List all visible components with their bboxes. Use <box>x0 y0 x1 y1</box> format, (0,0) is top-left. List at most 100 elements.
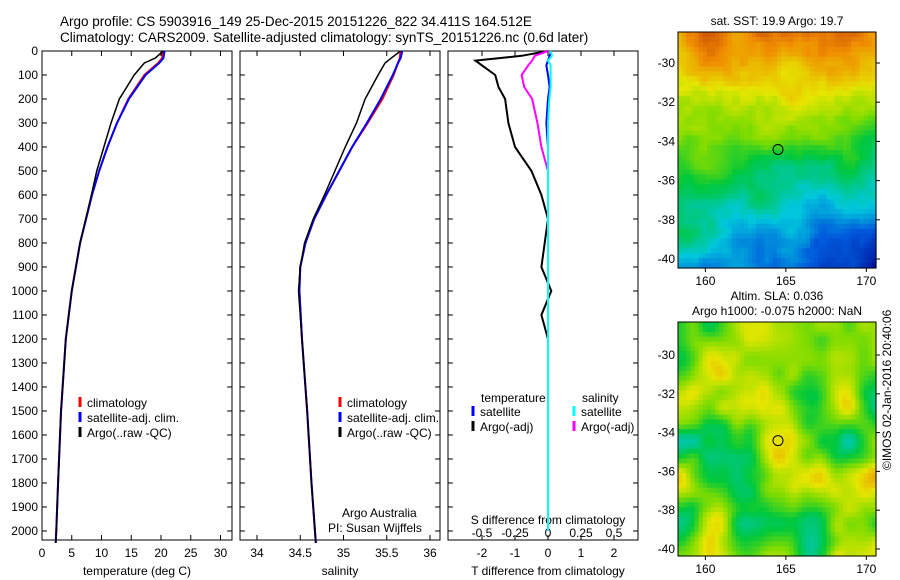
map-cell <box>727 91 733 97</box>
map-cell <box>678 370 683 377</box>
map-cell <box>768 356 774 362</box>
map-cell <box>686 336 691 343</box>
map-cell <box>735 159 741 166</box>
map-cell <box>768 429 774 435</box>
map-cell <box>744 507 749 513</box>
map-cell <box>801 120 807 127</box>
map-cell <box>772 541 778 547</box>
map-cell <box>838 228 844 235</box>
map-cell <box>735 130 741 136</box>
map-cell <box>764 199 770 205</box>
map-cell <box>781 365 786 372</box>
map-cell <box>727 105 733 112</box>
map-cell <box>748 248 753 254</box>
map-cell <box>871 551 877 557</box>
map-cell <box>789 199 795 205</box>
map-cell <box>847 551 852 557</box>
map-cell <box>810 263 815 269</box>
map-cell <box>847 204 852 210</box>
map-cell <box>711 331 716 338</box>
map-cell <box>797 184 803 190</box>
map-cell <box>863 404 869 411</box>
map-cell <box>682 541 687 547</box>
map-cell <box>764 228 770 235</box>
map-cell <box>768 390 774 396</box>
map-cell <box>768 194 774 200</box>
map-cell <box>706 375 712 382</box>
map-cell <box>830 468 836 474</box>
map-cell <box>863 164 869 171</box>
map-cell <box>731 36 737 43</box>
map-cell <box>735 356 741 362</box>
map-cell <box>735 424 741 430</box>
map-cell <box>768 439 774 445</box>
map-cell <box>682 322 687 328</box>
map-cell <box>739 36 745 43</box>
map-cell <box>682 179 687 186</box>
map-y-tick-label: -32 <box>658 95 676 109</box>
map-cell <box>768 502 774 508</box>
map-cell <box>756 105 762 112</box>
map-cell <box>702 81 708 87</box>
map-cell <box>855 458 861 464</box>
map-cell <box>752 100 757 107</box>
map-cell <box>702 243 708 249</box>
map-cell <box>764 179 770 186</box>
map-cell <box>805 429 811 435</box>
map-cell <box>702 526 708 533</box>
map-cell <box>838 51 844 58</box>
map-cell <box>735 194 741 200</box>
map-cell <box>826 154 832 161</box>
map-cell <box>822 86 828 92</box>
map-cell <box>772 356 778 362</box>
map-cell <box>682 385 687 391</box>
map-cell <box>727 145 733 151</box>
map-cell <box>711 453 716 460</box>
map-cell <box>830 502 836 508</box>
map-cell <box>818 32 823 38</box>
map-cell <box>826 351 832 357</box>
map-cell <box>694 370 700 377</box>
map-cell <box>706 184 712 190</box>
map-cell <box>731 105 737 112</box>
map-cell <box>814 429 819 435</box>
map-cell <box>826 390 832 396</box>
map-cell <box>847 76 852 82</box>
map-cell <box>748 507 753 513</box>
map-cell <box>760 174 766 181</box>
map-cell <box>760 204 766 210</box>
map-cell <box>789 56 795 63</box>
map-cell <box>760 361 766 367</box>
map-cell <box>843 169 848 176</box>
map-cell <box>843 512 848 518</box>
map-cell <box>744 258 749 264</box>
map-cell <box>826 414 832 421</box>
map-cell <box>830 336 836 343</box>
map-cell <box>698 526 704 533</box>
map-cell <box>702 482 708 489</box>
map-cell <box>760 263 766 269</box>
map-cell <box>805 521 811 528</box>
map-cell <box>694 233 700 240</box>
map-cell <box>822 463 828 469</box>
map-cell <box>719 439 724 445</box>
map-cell <box>797 36 803 43</box>
map-cell <box>715 115 720 122</box>
map-cell <box>777 66 782 72</box>
map-cell <box>752 91 757 97</box>
map-cell <box>843 243 848 249</box>
map-cell <box>694 223 700 230</box>
map-cell <box>748 541 753 547</box>
map-cell <box>830 174 836 181</box>
map-cell <box>789 189 795 195</box>
map-cell <box>678 404 683 411</box>
map-cell <box>698 404 704 411</box>
map-cell <box>859 66 865 72</box>
map-cell <box>764 370 770 377</box>
map-cell <box>826 326 832 333</box>
map-cell <box>723 56 729 63</box>
map-cell <box>863 105 869 112</box>
x-tick-label: 36 <box>423 546 437 560</box>
map-cell <box>797 233 803 240</box>
map-cell <box>785 105 790 112</box>
